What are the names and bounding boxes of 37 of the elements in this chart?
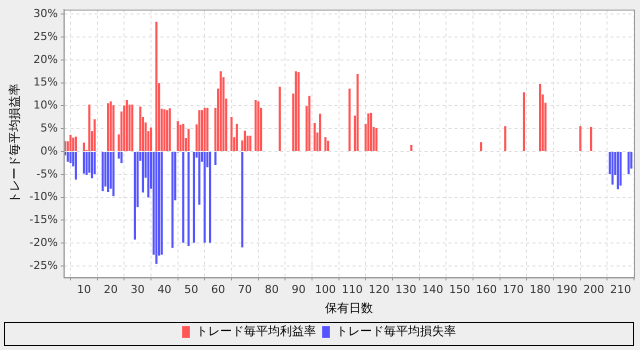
x-tick-label: 110 bbox=[342, 282, 363, 296]
x-tick-label: 150 bbox=[449, 282, 470, 296]
y-tick-label: 5% bbox=[40, 121, 58, 134]
x-tick-label: 20 bbox=[104, 282, 118, 296]
legend-label: トレード毎平均損失率 bbox=[336, 324, 456, 338]
x-tick-label: 100 bbox=[314, 282, 336, 296]
x-tick-label: 10 bbox=[76, 282, 91, 296]
y-tick-label: -15% bbox=[29, 213, 58, 226]
x-tick-label: 130 bbox=[395, 282, 416, 296]
y-tick-label: -10% bbox=[29, 190, 58, 204]
x-tick-label: 70 bbox=[238, 282, 252, 296]
x-tick-label: 170 bbox=[502, 282, 524, 296]
y-tick-label: -25% bbox=[29, 258, 58, 272]
x-tick-label: 190 bbox=[556, 282, 578, 296]
x-tick-label: 180 bbox=[530, 282, 551, 296]
x-tick-label: 200 bbox=[583, 282, 604, 296]
x-tick-label: 90 bbox=[292, 282, 306, 296]
x-axis-title: 保有日数 bbox=[324, 300, 373, 315]
x-tick-label: 40 bbox=[157, 282, 172, 296]
y-tick-label: 20% bbox=[33, 52, 58, 66]
x-tick-label: 80 bbox=[264, 282, 279, 296]
x-tick-label: 120 bbox=[368, 282, 390, 296]
y-tick-label: 10% bbox=[33, 98, 58, 112]
legend-label: トレード毎平均利益率 bbox=[196, 324, 316, 338]
x-tick-label: 30 bbox=[130, 282, 145, 296]
y-tick-label: 0% bbox=[40, 144, 58, 158]
y-tick-label: -20% bbox=[29, 236, 58, 249]
x-tick-label: 210 bbox=[610, 282, 632, 296]
x-tick-label: 160 bbox=[476, 282, 497, 296]
x-tick-label: 60 bbox=[211, 282, 226, 296]
y-tick-label: 30% bbox=[33, 7, 58, 20]
y-tick-label: 25% bbox=[33, 30, 58, 43]
y-axis-title: トレード毎平均損益率 bbox=[7, 84, 22, 204]
x-tick-label: 50 bbox=[184, 282, 198, 296]
y-tick-label: 15% bbox=[33, 76, 58, 89]
x-tick-label: 140 bbox=[422, 282, 444, 296]
y-tick-label: -5% bbox=[36, 167, 58, 180]
